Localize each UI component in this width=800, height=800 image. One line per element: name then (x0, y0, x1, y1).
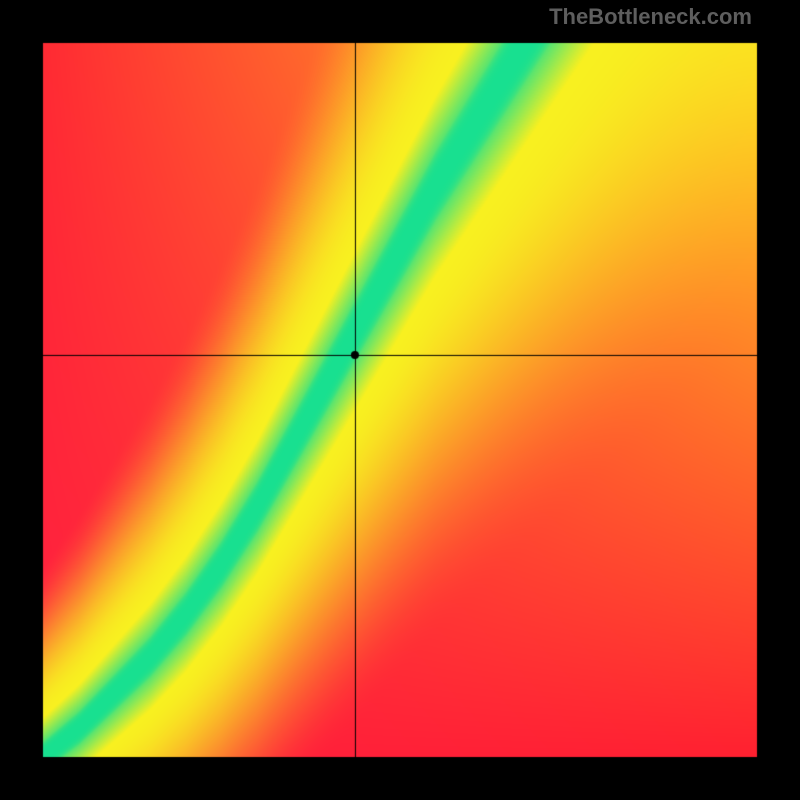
figure-container: TheBottleneck.com (0, 0, 800, 800)
watermark-text: TheBottleneck.com (549, 4, 752, 30)
bottleneck-heatmap (0, 0, 800, 800)
